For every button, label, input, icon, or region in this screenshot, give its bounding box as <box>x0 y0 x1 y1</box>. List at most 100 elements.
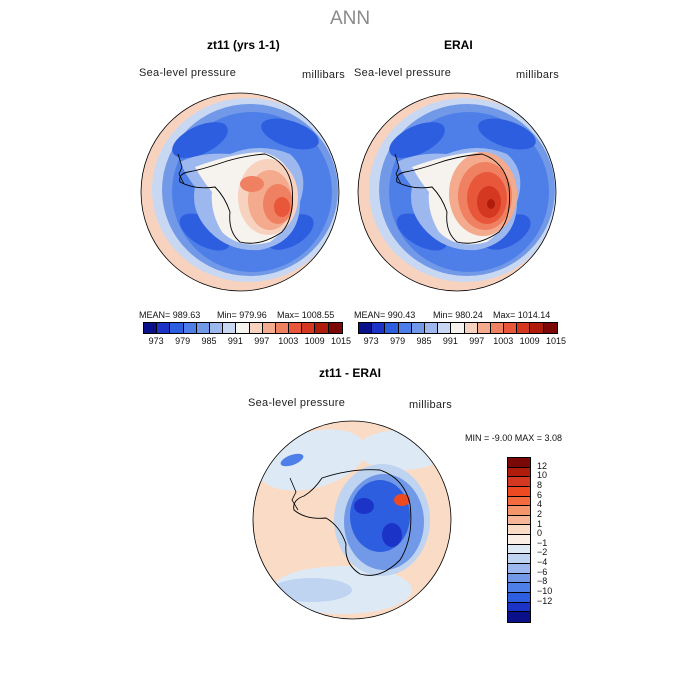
diff-panel-title: zt11 - ERAI <box>319 366 382 380</box>
stat-min-model: Min= 979.96 <box>217 310 267 320</box>
colorbar-swatch <box>438 323 452 333</box>
colorbar-swatch <box>249 323 263 333</box>
colorbar-tick-label: −10 <box>537 586 553 597</box>
colorbar-tick-label: 991 <box>442 336 458 346</box>
colorbar-swatch <box>508 554 530 565</box>
colorbar-swatch <box>262 323 276 333</box>
colorbar-tick-label: −2 <box>537 547 548 558</box>
colorbar-tick-label: 12 <box>537 460 548 471</box>
colorbar-tick-label: 985 <box>201 336 217 346</box>
colorbar-swatch <box>504 323 518 333</box>
panel-variable-model: Sea-level pressure <box>139 67 237 79</box>
colorbar-swatch <box>508 612 530 622</box>
colorbar-swatch <box>508 583 530 593</box>
colorbar-swatch <box>144 323 158 333</box>
panel-units-obs: millibars <box>516 69 560 81</box>
colorbar-swatch <box>508 458 530 468</box>
colorbar-swatch <box>508 602 530 613</box>
colorbar-swatch <box>464 323 478 333</box>
stat-max-obs: Max= 1014.14 <box>493 310 551 320</box>
colorbar-swatch <box>223 323 237 333</box>
colorbar-swatch <box>508 477 530 487</box>
colorbar-tick-label: 979 <box>175 336 191 346</box>
colorbar-tick-label: −1 <box>537 537 548 548</box>
colorbar-swatch <box>490 323 505 333</box>
stat-mean-model: MEAN= 989.63 <box>139 310 201 320</box>
colorbar-tick-label: −4 <box>537 557 548 568</box>
colorbar-tick-label: 973 <box>148 336 164 346</box>
colorbar-tick-label: −12 <box>537 595 553 606</box>
colorbar-swatch <box>315 323 329 333</box>
colorbar-swatch <box>157 323 171 333</box>
diff-panel-min-max: MIN = -9.00 MAX = 3.08 <box>465 433 563 443</box>
colorbar-tick-label: 10 <box>537 470 548 481</box>
colorbar-swatch <box>508 592 530 603</box>
map-model <box>140 92 340 292</box>
colorbar-swatch <box>275 323 290 333</box>
colorbar-swatch <box>385 323 399 333</box>
panel-variable-obs: Sea-level pressure <box>354 67 452 79</box>
colorbar-swatch <box>451 323 465 333</box>
colorbar-swatch <box>196 323 210 333</box>
colorbar-swatch <box>508 564 530 574</box>
colorbar-swatch <box>302 323 316 333</box>
stat-max-model: Max= 1008.55 <box>277 310 335 320</box>
panel-units-model: millibars <box>302 69 346 81</box>
colorbar-tick-label: 6 <box>537 489 543 500</box>
colorbar-swatch <box>183 323 197 333</box>
colorbar-swatch <box>508 515 530 526</box>
colorbar-swatch <box>543 323 557 333</box>
colorbar-tick-label: 979 <box>390 336 406 346</box>
colorbar-tick-label: −8 <box>537 576 548 587</box>
colorbar-swatch <box>508 486 530 497</box>
colorbar-tick-label: 997 <box>469 336 485 346</box>
colorbar-tick-label: 4 <box>537 499 543 510</box>
colorbar-tick-label: 1 <box>537 518 543 529</box>
colorbar-swatch <box>398 323 412 333</box>
colorbar-swatch <box>508 506 530 516</box>
panel-title-obs: ERAI <box>444 38 473 52</box>
colorbar-tick-label: 2 <box>537 508 543 519</box>
map-obs <box>357 92 557 292</box>
colorbar-tick-label: −6 <box>537 566 548 577</box>
colorbar-model <box>143 322 343 334</box>
colorbar-swatch <box>530 323 544 333</box>
colorbar-swatch <box>328 323 342 333</box>
colorbar-swatch <box>289 323 303 333</box>
colorbar-swatch <box>508 496 530 507</box>
colorbar-tick-label: 1015 <box>546 336 567 346</box>
season-title: ANN <box>329 8 371 29</box>
colorbar-swatch <box>424 323 439 333</box>
diff-panel-units: millibars <box>409 399 453 411</box>
colorbar-swatch <box>236 323 250 333</box>
colorbar-tick-label: 1015 <box>331 336 352 346</box>
colorbar-swatch <box>508 525 530 536</box>
colorbar-tick-label: 997 <box>254 336 270 346</box>
colorbar-tick-label: 991 <box>227 336 243 346</box>
map-difference <box>252 420 452 620</box>
colorbar-tick-label: 0 <box>537 528 543 539</box>
colorbar-tick-label: 1003 <box>278 336 299 346</box>
colorbar-swatch <box>372 323 386 333</box>
stat-min-obs: Min= 980.24 <box>433 310 483 320</box>
colorbar-difference <box>507 457 531 623</box>
colorbar-tick-label: 1009 <box>304 336 325 346</box>
colorbar-swatch <box>359 323 373 333</box>
colorbar-obs <box>358 322 558 334</box>
colorbar-swatch <box>209 323 224 333</box>
colorbar-swatch <box>508 544 530 555</box>
colorbar-swatch <box>508 535 530 545</box>
colorbar-swatch <box>517 323 531 333</box>
colorbar-swatch <box>477 323 491 333</box>
panel-title-model: zt11 (yrs 1-1) <box>207 38 280 52</box>
colorbar-tick-label: 1009 <box>519 336 540 346</box>
colorbar-swatch <box>508 467 530 478</box>
diff-panel-variable: Sea-level pressure <box>248 397 346 409</box>
colorbar-tick-label: 985 <box>416 336 432 346</box>
colorbar-swatch <box>411 323 425 333</box>
colorbar-tick-label: 1003 <box>493 336 514 346</box>
colorbar-tick-label: 973 <box>363 336 379 346</box>
stat-mean-obs: MEAN= 990.43 <box>354 310 416 320</box>
colorbar-tick-label: 8 <box>537 479 543 490</box>
colorbar-swatch <box>170 323 184 333</box>
